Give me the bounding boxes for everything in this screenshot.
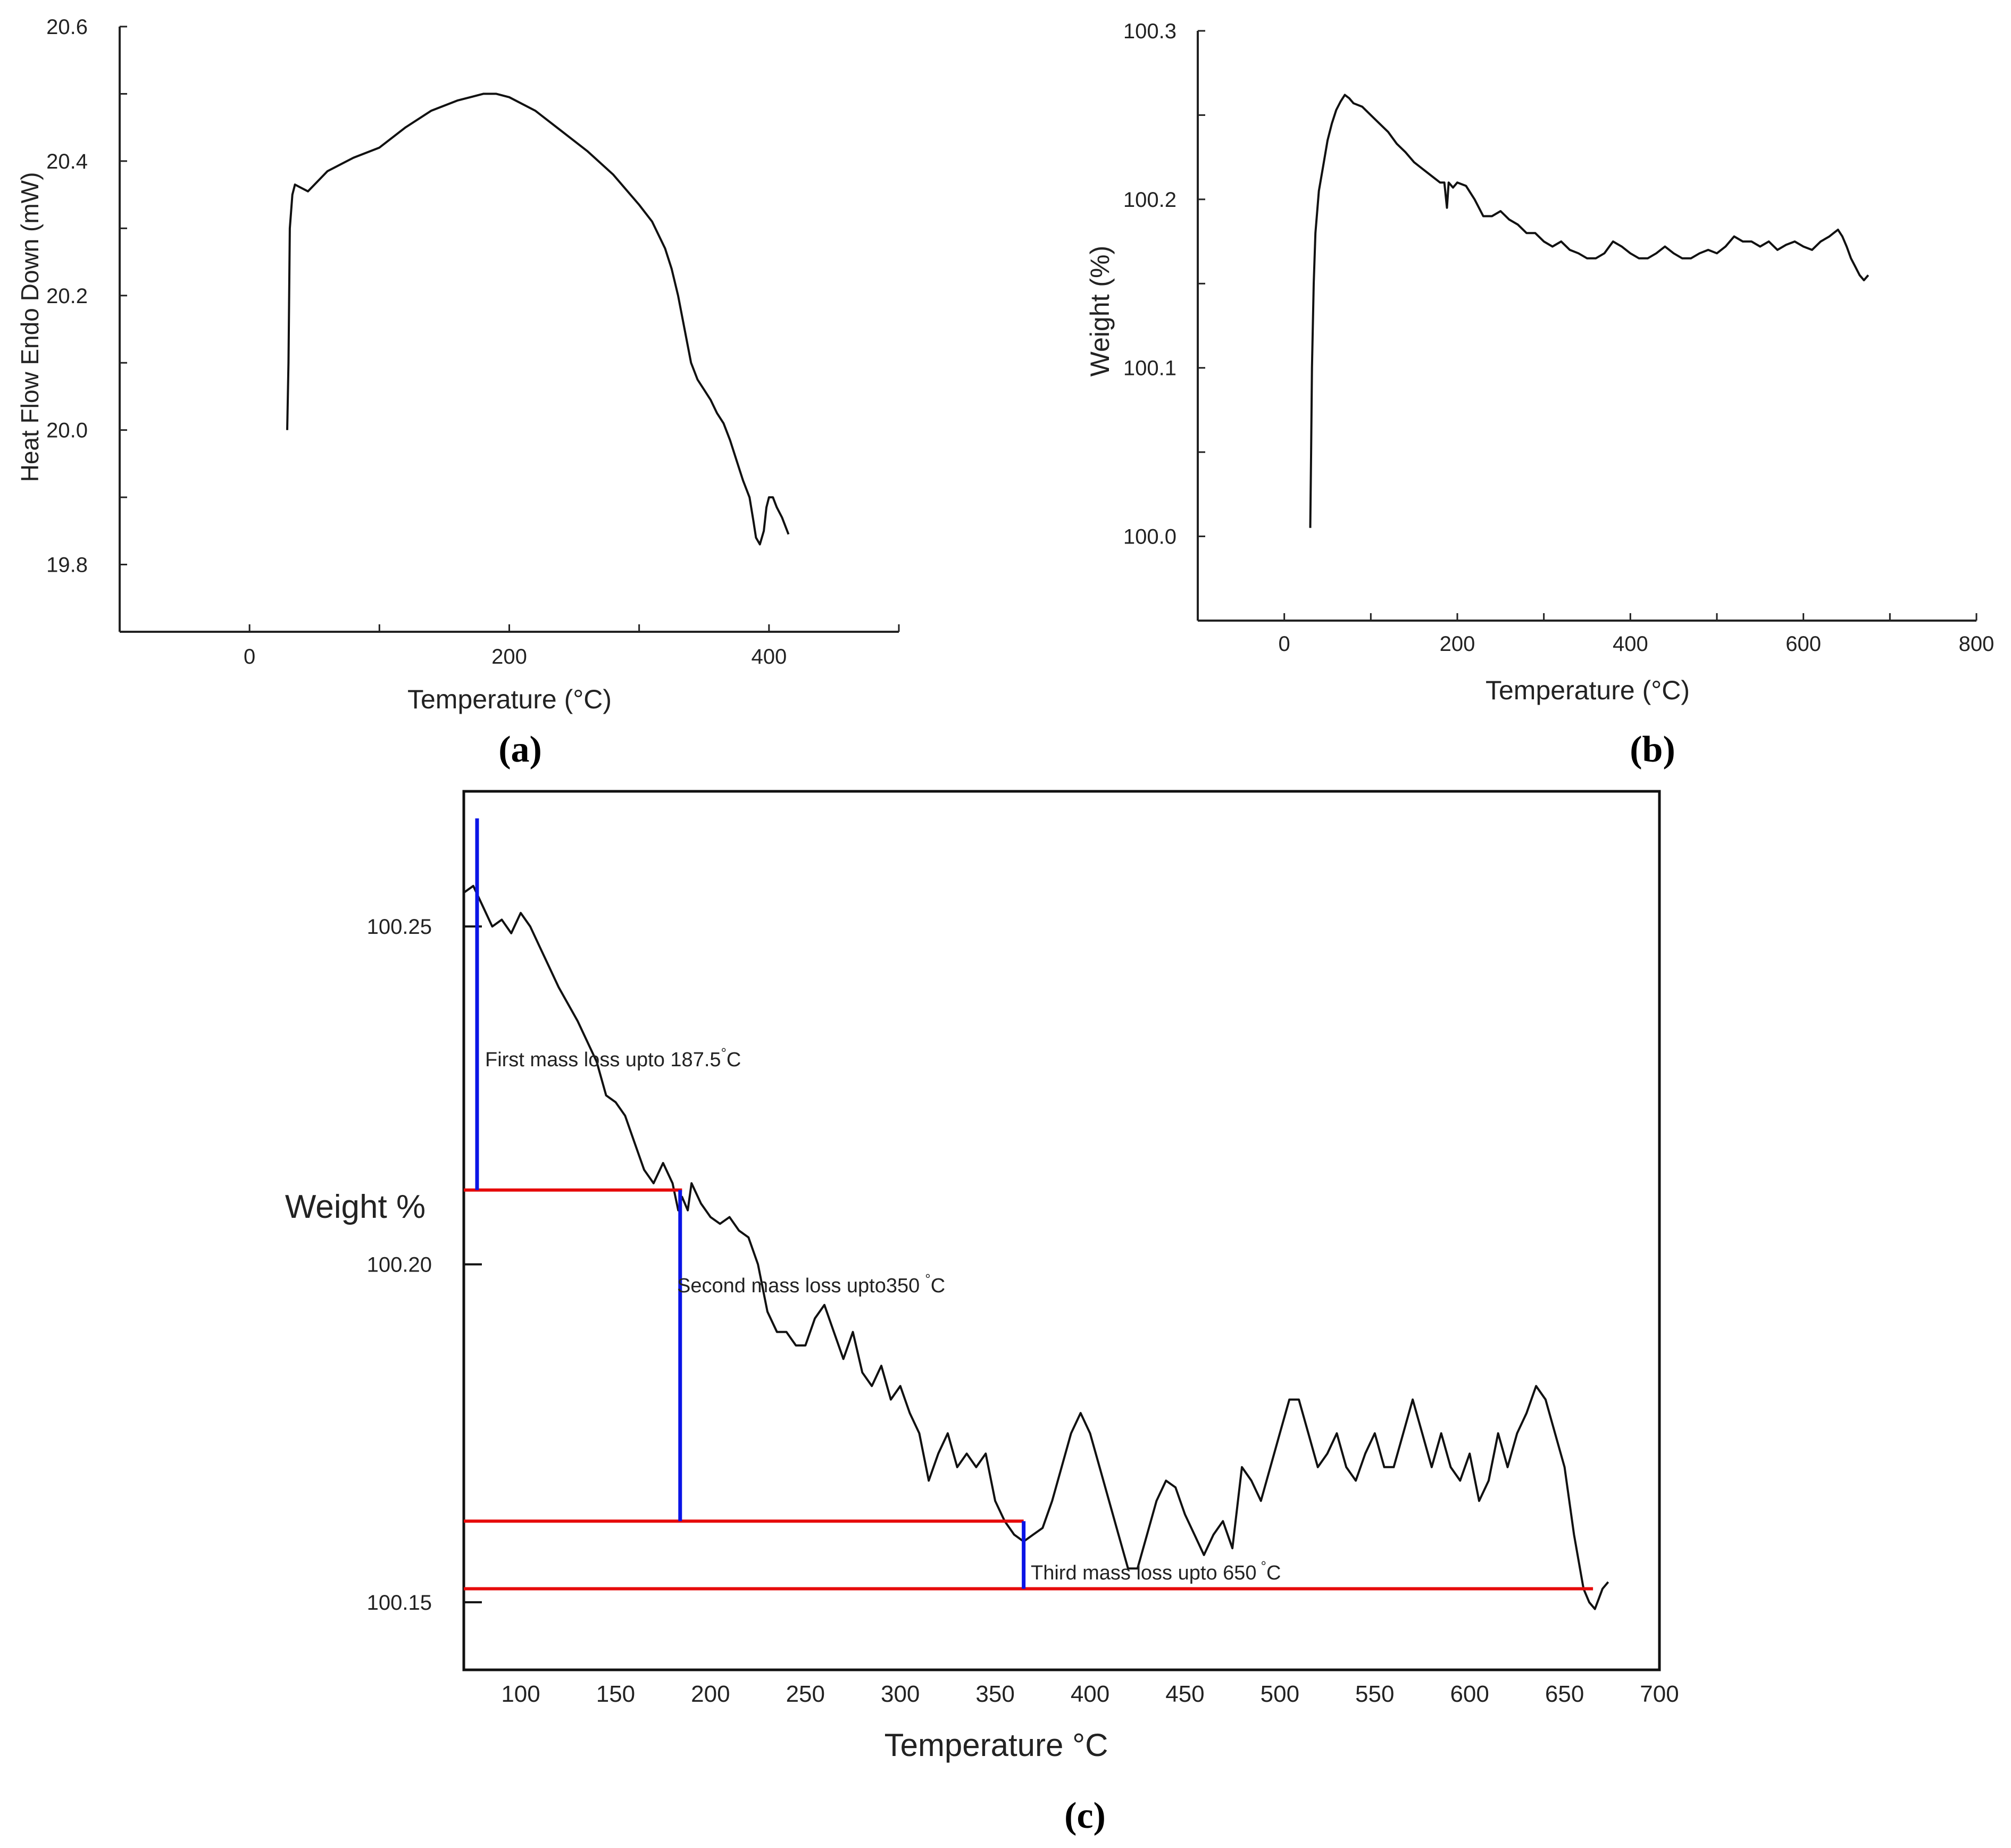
- annotation-first-unit: C: [727, 1049, 741, 1071]
- panel-c-ticks: 100.15 100.20 100.25 100 150 200 250 300 350 400 4…: [367, 915, 1679, 1707]
- panel-b-x-tick-label: 200: [1440, 632, 1475, 656]
- panel-b-y-tick-label: 100.0: [1123, 525, 1176, 549]
- panel-c-series-line-0: [463, 884, 1609, 1610]
- panel-c-label: (c): [1064, 1795, 1106, 1836]
- annotation-second-mass-loss: Second mass loss upto350 °C: [677, 1271, 945, 1297]
- panel-c-ylabel: Weight %: [285, 1189, 425, 1225]
- annotation-third-mass-loss: Third mass loss upto 650 °C: [1031, 1558, 1281, 1584]
- annotation-third-degree: °: [1261, 1558, 1266, 1574]
- panel-c-x-tick-label: 400: [1071, 1681, 1109, 1707]
- panel-c-y-tick-label: 100.20: [367, 1253, 432, 1277]
- panel-a-y-tick-label: 20.2: [46, 285, 88, 308]
- panel-b-y-tick-label: 100.3: [1123, 20, 1176, 43]
- panel-b-plot: [1309, 94, 1870, 528]
- panel-a-x-tick-label: 200: [491, 645, 527, 668]
- panel-c-y-tick-label: 100.15: [367, 1591, 432, 1615]
- panel-c-x-tick-label: 300: [881, 1681, 920, 1707]
- panel-c-x-tick-label: 550: [1355, 1681, 1394, 1707]
- panel-a-x-tick-label: 400: [751, 645, 787, 668]
- panel-b-xlabel: Temperature (°C): [1486, 675, 1690, 705]
- panel-c-x-tick-label: 150: [596, 1681, 635, 1707]
- panel-c-xlabel-text: Temperature °C: [884, 1727, 1108, 1763]
- annotation-third-text: Third mass loss upto 650: [1031, 1562, 1257, 1584]
- panel-a-x-tick-label: 0: [244, 645, 255, 668]
- panel-a-chart: 19.8 20.0 20.2 20.4 20.6 0 200 400 Temperature …: [16, 15, 900, 770]
- panel-b-y-tick-label: 100.1: [1123, 357, 1176, 380]
- panel-b-series-line-0: [1309, 94, 1870, 528]
- panel-b-x-tick-label: 400: [1613, 632, 1648, 656]
- panel-b-x-tick-label: 800: [1959, 632, 1995, 656]
- panel-c-x-tick-label: 600: [1450, 1681, 1489, 1707]
- panel-c-x-tick-label: 450: [1165, 1681, 1204, 1707]
- annotation-second-unit: C: [931, 1275, 945, 1297]
- panel-c-x-tick-label: 700: [1640, 1681, 1679, 1707]
- panel-a-label: (a): [498, 729, 542, 770]
- panel-a-plot: [286, 93, 790, 546]
- panel-a-y-tick-label: 20.6: [46, 15, 88, 39]
- annotation-third-unit: C: [1266, 1562, 1281, 1584]
- panel-c-xlabel: Temperature °C: [884, 1727, 1108, 1763]
- panel-a-series-line-0: [286, 93, 790, 546]
- panel-a-ticks: 19.8 20.0 20.2 20.4 20.6 0 200 400: [46, 15, 900, 668]
- panel-b-x-tick-label: 0: [1279, 632, 1290, 656]
- panel-c-frame: [462, 790, 1661, 1671]
- panel-c-x-tick-label: 350: [975, 1681, 1014, 1707]
- annotation-second-text: Second mass loss upto350: [677, 1275, 920, 1297]
- annotation-first-mass-loss: First mass loss upto 187.5°C: [485, 1045, 741, 1071]
- panel-b-ticks: 100.0 100.1 100.2 100.3 0 200 400 600 800: [1123, 20, 1994, 656]
- panel-b-chart: 100.0 100.1 100.2 100.3 0 200 400 600 800 Temper…: [1085, 20, 1994, 770]
- panel-c-plot: [463, 884, 1609, 1610]
- panel-c-y-tick-label: 100.25: [367, 915, 432, 939]
- panel-c-x-tick-label: 200: [691, 1681, 730, 1707]
- annotation-first-text: First mass loss upto 187.5: [485, 1049, 721, 1071]
- panel-c-x-tick-label: 650: [1545, 1681, 1584, 1707]
- panel-b-y-tick-label: 100.2: [1123, 188, 1176, 212]
- panel-a-y-tick-label: 20.0: [46, 419, 88, 442]
- panel-c-x-tick-label: 250: [786, 1681, 825, 1707]
- panel-a-axes: [119, 27, 899, 633]
- panel-b-x-tick-label: 600: [1785, 632, 1821, 656]
- panel-b-ylabel: Weight (%): [1085, 246, 1115, 377]
- panel-c-axes: [462, 790, 1661, 1671]
- panel-c-chart: 100.15 100.20 100.25 100 150 200 250 300 350 400 4…: [285, 790, 1679, 1836]
- panel-a-xlabel: Temperature (°C): [407, 684, 612, 714]
- panel-b-axes: [1197, 31, 1976, 622]
- panel-b-label: (b): [1630, 729, 1675, 770]
- panel-c-mass-loss-markers: [464, 818, 1593, 1591]
- panel-a-ylabel: Heat Flow Endo Down (mW): [16, 172, 44, 482]
- annotation-first-degree: °: [721, 1045, 727, 1061]
- panel-a-y-tick-label: 20.4: [46, 150, 88, 173]
- annotation-second-degree: °: [925, 1271, 930, 1287]
- panel-c-x-tick-label: 500: [1261, 1681, 1299, 1707]
- panel-c-x-tick-label: 100: [501, 1681, 540, 1707]
- panel-a-y-tick-label: 19.8: [46, 554, 88, 577]
